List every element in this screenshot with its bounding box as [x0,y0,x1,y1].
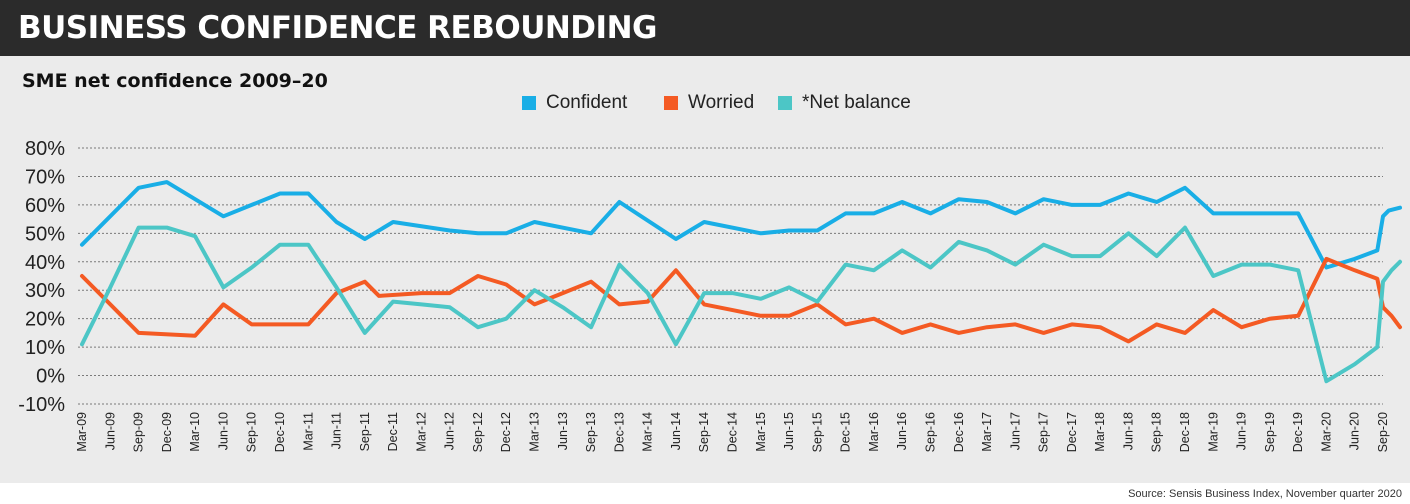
x-tick-label: Jun-12 [443,412,457,450]
legend-label-net-balance: *Net balance [802,92,911,113]
x-tick-label: Dec-14 [726,412,740,452]
x-tick-label: Dec-19 [1291,412,1305,452]
x-tick-label: Dec-18 [1178,412,1192,452]
legend-label-worried: Worried [688,92,755,113]
x-tick-label: Mar-12 [414,412,428,452]
series-line-1 [80,256,1402,344]
x-tick-label: Mar-16 [867,412,881,452]
x-tick-label: Jun-20 [1348,412,1362,450]
x-tick-label: Dec-13 [612,412,626,452]
chart-panel [0,56,1410,483]
y-tick-label: 60% [25,195,65,217]
x-tick-label: Mar-14 [641,412,655,452]
y-tick-label: 30% [25,280,65,302]
series-line-0 [80,180,1402,270]
x-tick-label: Sep-14 [697,412,711,452]
x-tick-label: Mar-17 [980,412,994,452]
x-tick-label: Jun-15 [782,412,796,450]
legend-item-worried: Worried [664,92,754,114]
y-tick-label: 10% [25,337,65,359]
y-tick-label: 0% [36,366,65,388]
chart-title: BUSINESS CONFIDENCE REBOUNDING [18,10,657,46]
y-tick-label: 20% [25,309,65,331]
x-tick-label: Sep-10 [245,412,259,452]
x-tick-label: Sep-20 [1376,412,1390,452]
x-tick-label: Sep-09 [132,412,146,452]
x-tick-label: Jun-17 [1008,412,1022,450]
legend-swatch-net-balance [778,96,792,110]
y-tick-label: -10% [18,394,65,416]
title-bar: BUSINESS CONFIDENCE REBOUNDING [0,0,1410,56]
series-line-2 [80,225,1402,384]
x-tick-label: Mar-19 [1206,412,1220,452]
x-tick-label: Jun-18 [1121,412,1135,450]
x-tick-label: Mar-10 [188,412,202,452]
x-tick-label: Dec-10 [273,412,287,452]
x-tick-label: Dec-16 [952,412,966,452]
x-tick-label: Mar-09 [75,412,89,452]
x-tick-label: Sep-13 [584,412,598,452]
x-tick-label: Jun-10 [216,412,230,450]
x-tick-label: Dec-11 [386,412,400,451]
source-note: Source: Sensis Business Index, November … [1128,488,1402,500]
legend-item-net-balance: *Net balance [778,92,911,114]
legend-label-confident: Confident [546,92,628,113]
x-tick-label: Mar-11 [301,412,315,451]
x-tick-label: Mar-13 [528,412,542,452]
y-tick-label: 40% [25,252,65,274]
y-tick-label: 50% [25,223,65,245]
x-tick-label: Dec-15 [839,412,853,452]
x-tick-label: Dec-09 [160,412,174,452]
x-tick-label: Sep-19 [1263,412,1277,452]
x-tick-label: Jun-14 [669,412,683,450]
x-tick-label: Sep-16 [923,412,937,452]
x-tick-label: Jun-13 [556,412,570,450]
x-tick-label: Sep-15 [810,412,824,452]
legend-swatch-confident [522,96,536,110]
x-tick-label: Dec-17 [1065,412,1079,452]
chart-subtitle: SME net confidence 2009–20 [22,70,328,92]
x-tick-label: Mar-15 [754,412,768,452]
x-tick-label: Jun-16 [895,412,909,450]
y-tick-label: 70% [25,166,65,188]
legend-item-confident: Confident [522,92,627,114]
x-tick-label: Jun-19 [1235,412,1249,450]
x-tick-label: Sep-17 [1037,412,1051,452]
x-tick-label: Jun-09 [103,412,117,450]
x-tick-label: Jun-11 [330,412,344,449]
legend-swatch-worried [664,96,678,110]
x-tick-label: Sep-18 [1150,412,1164,452]
x-tick-label: Dec-12 [499,412,513,452]
x-tick-label: Sep-11 [358,412,372,451]
x-tick-label: Mar-20 [1319,412,1333,452]
x-tick-label: Mar-18 [1093,412,1107,452]
x-tick-label: Sep-12 [471,412,485,452]
y-tick-label: 80% [25,138,65,160]
